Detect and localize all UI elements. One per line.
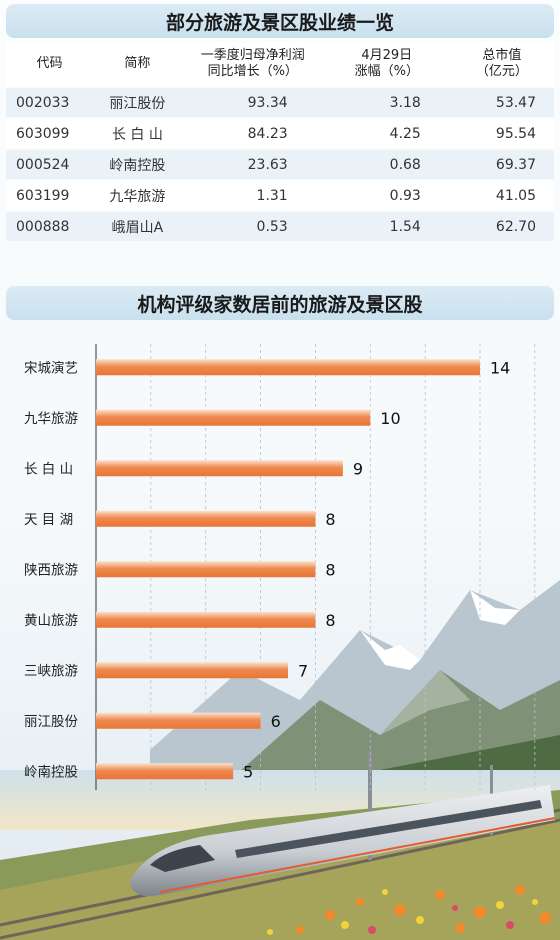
value-label: 14 <box>490 358 510 377</box>
bar <box>96 359 480 376</box>
value-label: 9 <box>353 459 363 478</box>
bar <box>96 460 343 477</box>
table-row: 000888 峨眉山A 0.53 1.54 62.70 <box>6 212 554 241</box>
value-label: 8 <box>325 611 335 630</box>
bar <box>96 510 316 527</box>
chart-title: 机构评级家数居前的旅游及景区股 <box>6 286 554 320</box>
category-label: 宋城演艺 <box>24 360 78 376</box>
category-label: 丽江股份 <box>24 714 78 730</box>
value-label: 7 <box>298 661 308 680</box>
cell-price-change: 0.68 <box>323 150 449 179</box>
table-title: 部分旅游及景区股业绩一览 <box>6 4 554 38</box>
cell-price-change: 4.25 <box>323 119 449 148</box>
table-row: 603099 长 白 山 84.23 4.25 95.54 <box>6 119 554 148</box>
bar <box>96 611 316 628</box>
category-label: 岭南控股 <box>24 764 78 780</box>
cell-code: 002033 <box>6 88 94 117</box>
category-label: 九华旅游 <box>24 411 78 427</box>
cell-price-change: 0.93 <box>323 181 449 210</box>
cell-name: 长 白 山 <box>93 119 181 148</box>
table-row: 603199 九华旅游 1.31 0.93 41.05 <box>6 181 554 210</box>
table-row: 000524 岭南控股 23.63 0.68 69.37 <box>6 150 554 179</box>
category-label: 黄山旅游 <box>24 613 78 629</box>
value-label: 8 <box>325 510 335 529</box>
header-market-cap: 总市值 （亿元） <box>448 42 554 86</box>
bar <box>96 561 316 578</box>
category-label: 天 目 湖 <box>24 512 73 528</box>
cell-market-cap: 69.37 <box>448 150 554 179</box>
cell-market-cap: 53.47 <box>448 88 554 117</box>
cell-code: 603199 <box>6 181 94 210</box>
cell-profit-growth: 0.53 <box>180 212 324 241</box>
cell-code: 000524 <box>6 150 94 179</box>
header-price-change: 4月29日 涨幅（%） <box>323 42 449 86</box>
bars-group: 宋城演艺 14 九华旅游 10 长 白 山 9 天 目 湖 8 陕西旅游 8 黄山旅游 8 三峡旅游 7 丽… <box>24 358 510 781</box>
bar <box>96 662 288 679</box>
cell-market-cap: 41.05 <box>448 181 554 210</box>
category-label: 陕西旅游 <box>24 562 78 578</box>
cell-name: 丽江股份 <box>93 88 181 117</box>
cell-profit-growth: 93.34 <box>180 88 324 117</box>
header-profit-growth: 一季度归母净利润 同比增长（%） <box>180 42 324 86</box>
header-code: 代码 <box>6 42 94 86</box>
value-label: 8 <box>325 560 335 579</box>
category-label: 长 白 山 <box>24 461 73 477</box>
header-name: 简称 <box>93 42 181 86</box>
bar <box>96 763 234 780</box>
table-row: 002033 丽江股份 93.34 3.18 53.47 <box>6 88 554 117</box>
ratings-bar-chart: 宋城演艺 14 九华旅游 10 长 白 山 9 天 目 湖 8 陕西旅游 8 黄山旅游 8 三峡旅游 7 丽… <box>24 344 536 790</box>
cell-market-cap: 95.54 <box>448 119 554 148</box>
value-label: 5 <box>243 762 253 781</box>
value-label: 6 <box>271 712 281 731</box>
cell-code: 603099 <box>6 119 94 148</box>
cell-name: 九华旅游 <box>93 181 181 210</box>
cell-market-cap: 62.70 <box>448 212 554 241</box>
bar <box>96 712 261 729</box>
cell-profit-growth: 1.31 <box>180 181 324 210</box>
value-label: 10 <box>380 409 400 428</box>
cell-profit-growth: 23.63 <box>180 150 324 179</box>
bar <box>96 409 371 426</box>
cell-name: 峨眉山A <box>93 212 181 241</box>
cell-code: 000888 <box>6 212 94 241</box>
category-label: 三峡旅游 <box>24 663 78 679</box>
cell-profit-growth: 84.23 <box>180 119 324 148</box>
performance-table: 代码 简称 一季度归母净利润 同比增长（%） 4月29日 涨幅（%） 总市值 （… <box>6 40 554 243</box>
scenery-background <box>0 520 560 940</box>
cell-name: 岭南控股 <box>93 150 181 179</box>
table-header-row: 代码 简称 一季度归母净利润 同比增长（%） 4月29日 涨幅（%） 总市值 （… <box>6 42 554 86</box>
cell-price-change: 3.18 <box>323 88 449 117</box>
cell-price-change: 1.54 <box>323 212 449 241</box>
